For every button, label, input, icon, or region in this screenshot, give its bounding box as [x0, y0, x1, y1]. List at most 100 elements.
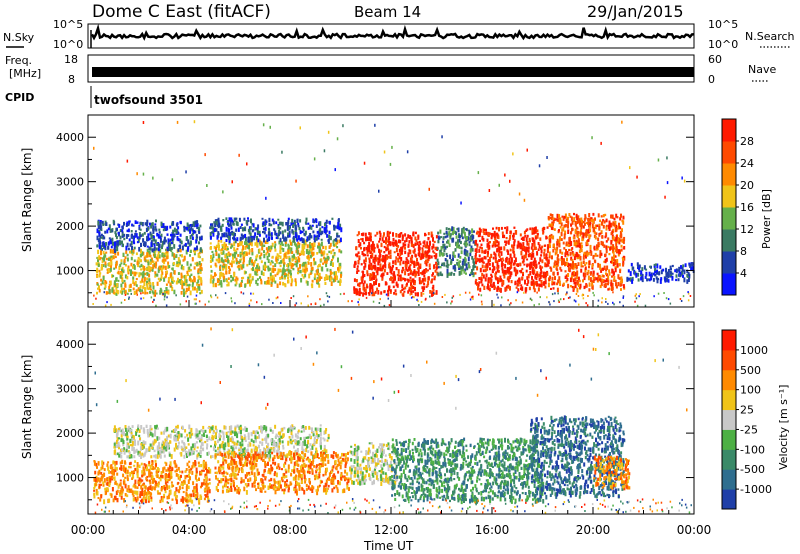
power-cell: [611, 286, 613, 291]
power-cell: [148, 222, 151, 226]
power-cell: [686, 279, 689, 284]
power-cell: [426, 269, 429, 272]
power-fringe-cell: [240, 291, 242, 294]
power-cell: [287, 249, 290, 255]
power-cell: [244, 241, 246, 245]
power-cell: [592, 270, 595, 274]
power-cell: [615, 213, 618, 218]
power-cell: [337, 280, 340, 283]
power-cell: [120, 259, 123, 263]
power-fringe-cell: [663, 292, 665, 294]
power-cell: [419, 272, 422, 275]
power-cell: [382, 258, 385, 263]
power-cell: [585, 284, 588, 288]
velocity-cell: [195, 450, 198, 453]
velocity-cell: [200, 429, 203, 432]
power-fringe-cell: [351, 300, 353, 303]
power-cell: [611, 282, 614, 288]
power-cell: [121, 231, 124, 234]
power-cell: [153, 253, 156, 258]
power-cell: [477, 283, 480, 287]
power-fringe-cell: [601, 301, 603, 304]
nsearch-label: N.Search: [745, 30, 795, 43]
date-label: 29/Jan/2015: [587, 2, 684, 21]
power-cell: [391, 241, 394, 246]
power-cell: [444, 246, 447, 250]
power-cell: [533, 231, 535, 235]
velocity-cell: [115, 460, 118, 465]
power-cell: [109, 267, 112, 272]
power-fringe-cell: [327, 300, 329, 303]
power-cell: [518, 277, 521, 282]
power-cell: [186, 222, 189, 227]
velocity-cell: [258, 426, 261, 430]
power-cell: [510, 264, 512, 268]
power-cell: [601, 279, 604, 282]
power-cell: [671, 275, 674, 281]
power-cell: [144, 243, 146, 248]
power-cell: [439, 229, 442, 234]
power-cell: [188, 283, 191, 287]
power-cell: [580, 242, 583, 245]
power-cell: [669, 270, 672, 275]
power-y-label: Slant Range [km]: [20, 148, 34, 252]
power-cell: [149, 259, 152, 262]
velocity-cell: [153, 477, 155, 482]
power-cell: [313, 260, 316, 266]
power-cell: [414, 292, 417, 297]
power-cell: [458, 238, 461, 243]
velocity-cell: [96, 466, 98, 469]
power-cell: [167, 248, 169, 252]
power-fringe-cell: [413, 296, 415, 299]
power-cell: [433, 264, 436, 268]
power-cell: [246, 263, 249, 267]
power-cell: [547, 259, 550, 265]
power-cell: [138, 246, 141, 252]
velocity-cell: [101, 464, 104, 470]
power-cell: [258, 233, 261, 237]
power-cell: [614, 220, 617, 226]
power-cell: [592, 273, 595, 277]
power-cell: [357, 283, 360, 287]
power-cell: [263, 253, 266, 259]
power-cell: [218, 254, 221, 259]
power-cell: [552, 287, 555, 290]
power-fringe-cell: [605, 300, 607, 303]
power-cell: [688, 273, 691, 277]
power-cell: [529, 264, 532, 268]
freq-tick-top: 18: [64, 53, 78, 66]
power-cell: [628, 277, 631, 281]
velocity-cell: [175, 425, 178, 430]
power-cell: [415, 270, 418, 276]
power-fringe-cell: [605, 298, 607, 300]
power-cell: [217, 279, 220, 283]
power-cell: [452, 265, 455, 270]
power-cell: [135, 233, 138, 238]
power-cell: [562, 216, 565, 221]
power-cell: [605, 278, 608, 282]
power-cell: [418, 244, 420, 247]
power-cell: [576, 280, 579, 286]
power-cell: [301, 231, 304, 234]
power-cell: [407, 266, 410, 271]
power-cell: [220, 257, 223, 261]
power-cell: [674, 269, 677, 273]
power-cell: [230, 279, 233, 283]
power-cell: [232, 222, 235, 226]
power-cell: [338, 248, 341, 253]
power-cell: [309, 244, 312, 249]
power-y-tick-label: 3000: [56, 176, 84, 189]
power-cell: [198, 262, 201, 266]
power-cell: [505, 229, 508, 234]
velocity-cell: [123, 431, 126, 437]
power-cell: [245, 245, 248, 248]
power-cell: [553, 228, 556, 231]
power-cell: [215, 258, 218, 262]
power-cell: [111, 289, 114, 293]
power-cell: [662, 268, 665, 272]
power-cell: [430, 292, 433, 297]
velocity-cell: [112, 498, 115, 503]
power-cell: [417, 292, 419, 297]
velocity-cell: [97, 471, 100, 476]
power-cell: [232, 253, 234, 257]
